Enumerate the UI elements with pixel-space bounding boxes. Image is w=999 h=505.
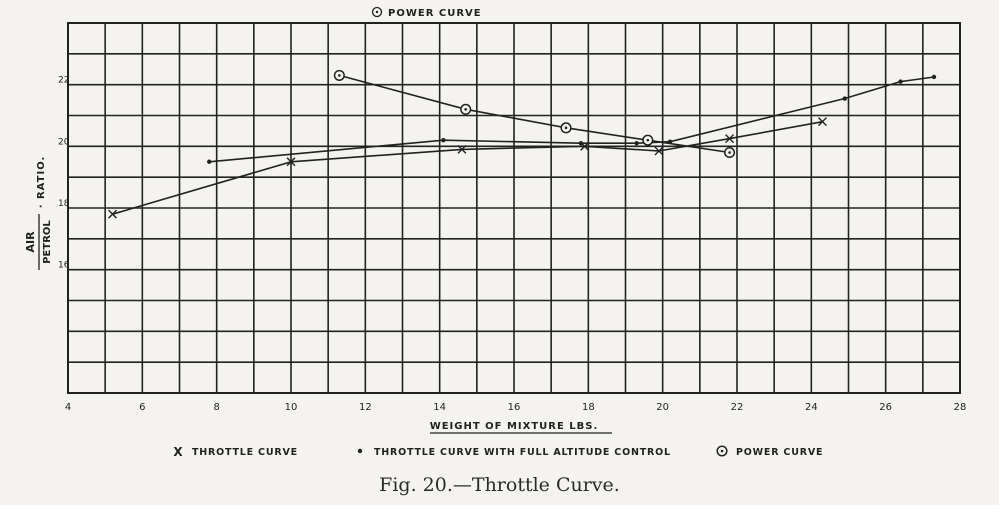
x-tick-label: 22 [731,402,744,413]
y-tick-label: 20 [58,137,70,147]
x-axis-label: WEIGHT OF MIXTURE LBS. [430,421,599,432]
dot-marker [634,141,639,146]
chart-grid [67,22,961,394]
dot-marker [207,159,212,164]
series-2 [333,69,736,159]
dot-marker [578,141,584,146]
x-tick-label: 26 [879,402,892,413]
x-tick-label: 10 [285,402,298,413]
x-tick-label: 14 [433,402,446,413]
legend-item-0: X THROTTLE CURVE [173,445,298,459]
y-tick-label: 16 [58,261,70,271]
circle-marker-dot [338,74,341,77]
plot-border [67,22,961,394]
dot-marker [898,79,903,84]
x-tick-label: 20 [656,402,669,413]
chart-series [108,69,937,219]
x-tick-label: 4 [65,402,71,413]
series-line [209,76,935,163]
x-marker [457,144,467,154]
x-tick-label: 16 [508,402,521,413]
series-line [112,120,823,215]
legend-x-marker: X [173,445,183,459]
legend-item-2: POWER CURVE [716,445,823,458]
chart-ticks: 4 6 8 10 12 14 16 18 20 22 24 26 28 22 20 18 16 [58,76,966,413]
series-0 [108,117,827,219]
x-marker [108,209,118,219]
y-axis-label-numerator: AIR [24,231,37,253]
series-1 [207,74,937,164]
top-label-circle-marker [371,6,383,18]
figure-caption: Fig. 20.—Throttle Curve. [379,474,620,496]
x-tick-label: 28 [954,402,967,413]
x-tick-label: 6 [139,402,145,413]
dot-marker [842,96,847,101]
circle-marker-dot [728,151,731,154]
x-tick-label: 8 [213,402,219,413]
dot-marker [931,74,937,80]
y-axis-label-denominator: PETROL [42,220,53,264]
x-tick-label: 12 [359,402,372,413]
x-tick-label: 24 [805,402,818,413]
top-label-circle-marker-dot [375,10,379,14]
y-axis-label-suffix: · RATIO. [36,156,47,209]
legend-label: THROTTLE CURVE [192,447,298,458]
x-marker [725,134,735,144]
x-marker [654,146,664,156]
circle-marker-dot [720,449,724,453]
legend-label: THROTTLE CURVE WITH FULL ALTITUDE CONTRO… [374,447,671,458]
circle-marker-dot [646,138,650,142]
chart-labels: WEIGHT OF MIXTURE LBS. AIR PETROL · RATIO. P… [24,6,612,434]
legend-label: POWER CURVE [736,447,823,458]
legend-item-1: THROTTLE CURVE WITH FULL ALTITUDE CONTRO… [357,447,671,458]
x-marker [286,157,296,167]
top-power-curve-label: POWER CURVE [388,8,482,19]
x-tick-label: 18 [582,402,595,413]
chart-frame [67,22,961,394]
y-axis-label: AIR PETROL · RATIO. [24,156,53,270]
x-marker [817,117,827,127]
chart-legend: X THROTTLE CURVE THROTTLE CURVE WITH FULL … [173,445,823,459]
y-tick-label: 22 [58,76,69,86]
circle-marker-dot [464,108,467,111]
dot-marker [357,448,363,454]
dot-marker [441,137,446,143]
circle-marker-dot [564,126,568,130]
y-tick-label: 18 [58,199,70,209]
